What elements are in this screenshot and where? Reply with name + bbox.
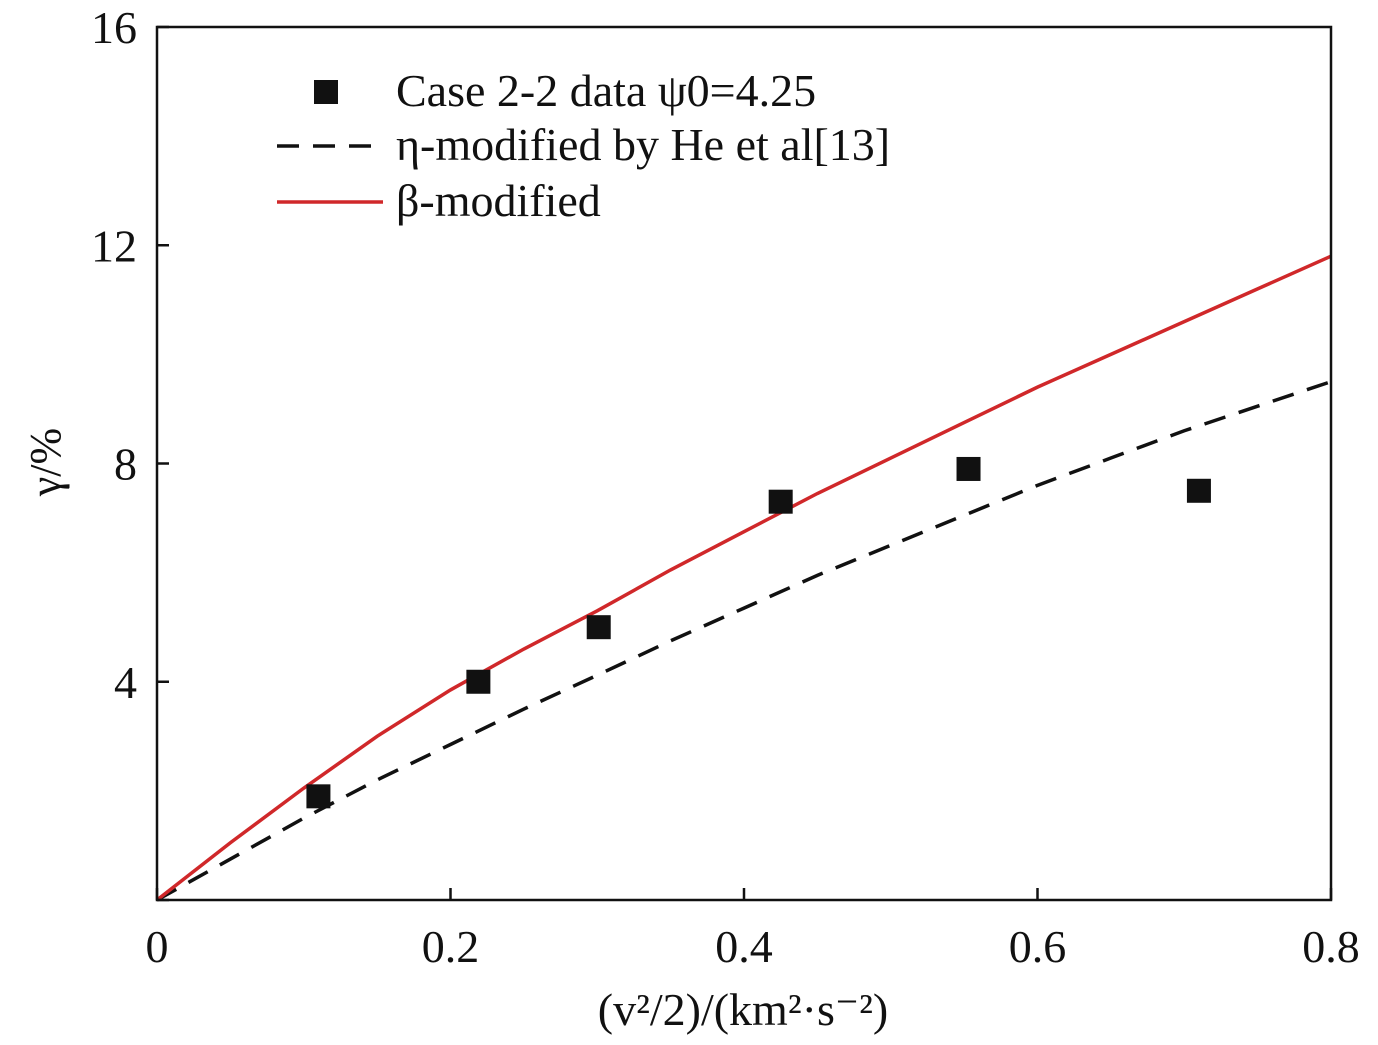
data-point bbox=[956, 456, 981, 481]
x-tick-label: 0.2 bbox=[422, 921, 480, 972]
data-point bbox=[1186, 478, 1211, 503]
legend-label: η-modified by He et al[13] bbox=[396, 119, 890, 170]
legend-label: β-modified bbox=[396, 175, 601, 226]
data-point bbox=[586, 615, 611, 640]
x-tick-label: 0.4 bbox=[715, 921, 773, 972]
beta-modified-line bbox=[155, 254, 1332, 902]
x-axis-label: (v²/2)/(km²·s⁻²) bbox=[598, 984, 889, 1035]
tick-labels: 0 0.2 0.4 0.6 0.8 4 8 12 16 bbox=[91, 2, 1360, 972]
data-point bbox=[768, 489, 793, 514]
x-tick-label: 0.6 bbox=[1009, 921, 1067, 972]
y-tick-label: 4 bbox=[114, 657, 137, 708]
x-tick-label: 0.8 bbox=[1302, 921, 1360, 972]
y-tick-label: 8 bbox=[114, 439, 137, 490]
eta-modified-line bbox=[156, 379, 1332, 902]
plot-markers bbox=[306, 456, 1211, 809]
data-point bbox=[466, 669, 491, 694]
data-point bbox=[306, 784, 331, 809]
x-tick-label: 0 bbox=[146, 921, 169, 972]
legend: Case 2-2 data ψ0=4.25η-modified by He et… bbox=[277, 65, 890, 226]
y-tick-label: 12 bbox=[91, 220, 137, 271]
plot-lines bbox=[155, 254, 1332, 902]
axis-ticks bbox=[155, 25, 1333, 902]
y-tick-label: 16 bbox=[91, 2, 137, 53]
y-axis-label: γ/% bbox=[21, 428, 70, 497]
legend-label: Case 2-2 data ψ0=4.25 bbox=[396, 65, 816, 116]
legend-marker bbox=[314, 80, 338, 104]
